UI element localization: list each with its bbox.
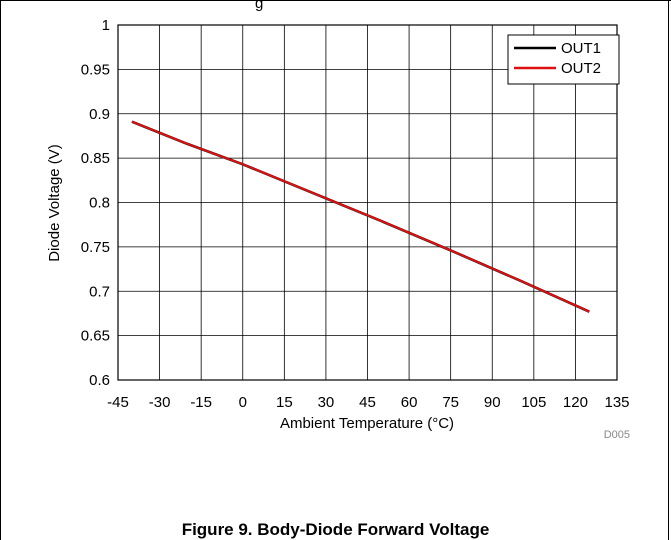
y-tick-label: 0.7 [89, 283, 110, 300]
series-line-out1 [131, 120, 590, 313]
x-tick-label: 135 [604, 394, 629, 411]
y-tick-labels: 0.6 0.65 0.7 0.75 0.8 0.85 0.9 0.95 1 [81, 17, 110, 389]
y-tick-label: 0.6 [89, 372, 110, 389]
series-line-out2 [131, 120, 590, 313]
figure-code: D005 [604, 429, 630, 441]
x-tick-label: -30 [149, 394, 171, 411]
x-tick-label: 120 [563, 394, 588, 411]
figure-caption: Figure 9. Body-Diode Forward Voltage [181, 520, 490, 539]
legend-label-out2: OUT2 [561, 60, 601, 77]
y-tick-label: 0.8 [89, 195, 110, 212]
x-axis-label: Ambient Temperature (°C) [280, 415, 454, 432]
x-tick-label: 90 [484, 394, 501, 411]
top-rule [0, 0, 671, 1]
x-tick-label: 15 [276, 394, 293, 411]
y-axis-label: Diode Voltage (V) [46, 144, 63, 262]
x-tick-label: 75 [442, 394, 459, 411]
y-tick-label: 0.65 [81, 328, 110, 345]
x-tick-label: 30 [318, 394, 335, 411]
x-tick-label: 45 [359, 394, 376, 411]
x-tick-label: 60 [401, 394, 418, 411]
series-layer [131, 120, 590, 313]
x-tick-label: 105 [521, 394, 546, 411]
y-tick-label: 0.75 [81, 239, 110, 256]
x-tick-labels: -45 -30 -15 0 15 30 45 60 75 90 105 120 135 [107, 394, 629, 411]
legend-box [507, 34, 620, 85]
legend-label-out1: OUT1 [561, 40, 601, 57]
header-fragment: g [255, 0, 263, 12]
legend: OUT1 OUT2 [507, 34, 620, 85]
plot-area [117, 24, 618, 381]
y-tick-label: 0.95 [81, 61, 110, 78]
x-tick-label: -45 [107, 394, 129, 411]
y-tick-label: 0.9 [89, 106, 110, 123]
y-tick-label: 0.85 [81, 150, 110, 167]
x-tick-label: 0 [239, 394, 247, 411]
x-tick-label: -15 [190, 394, 212, 411]
y-tick-label: 1 [102, 17, 110, 34]
